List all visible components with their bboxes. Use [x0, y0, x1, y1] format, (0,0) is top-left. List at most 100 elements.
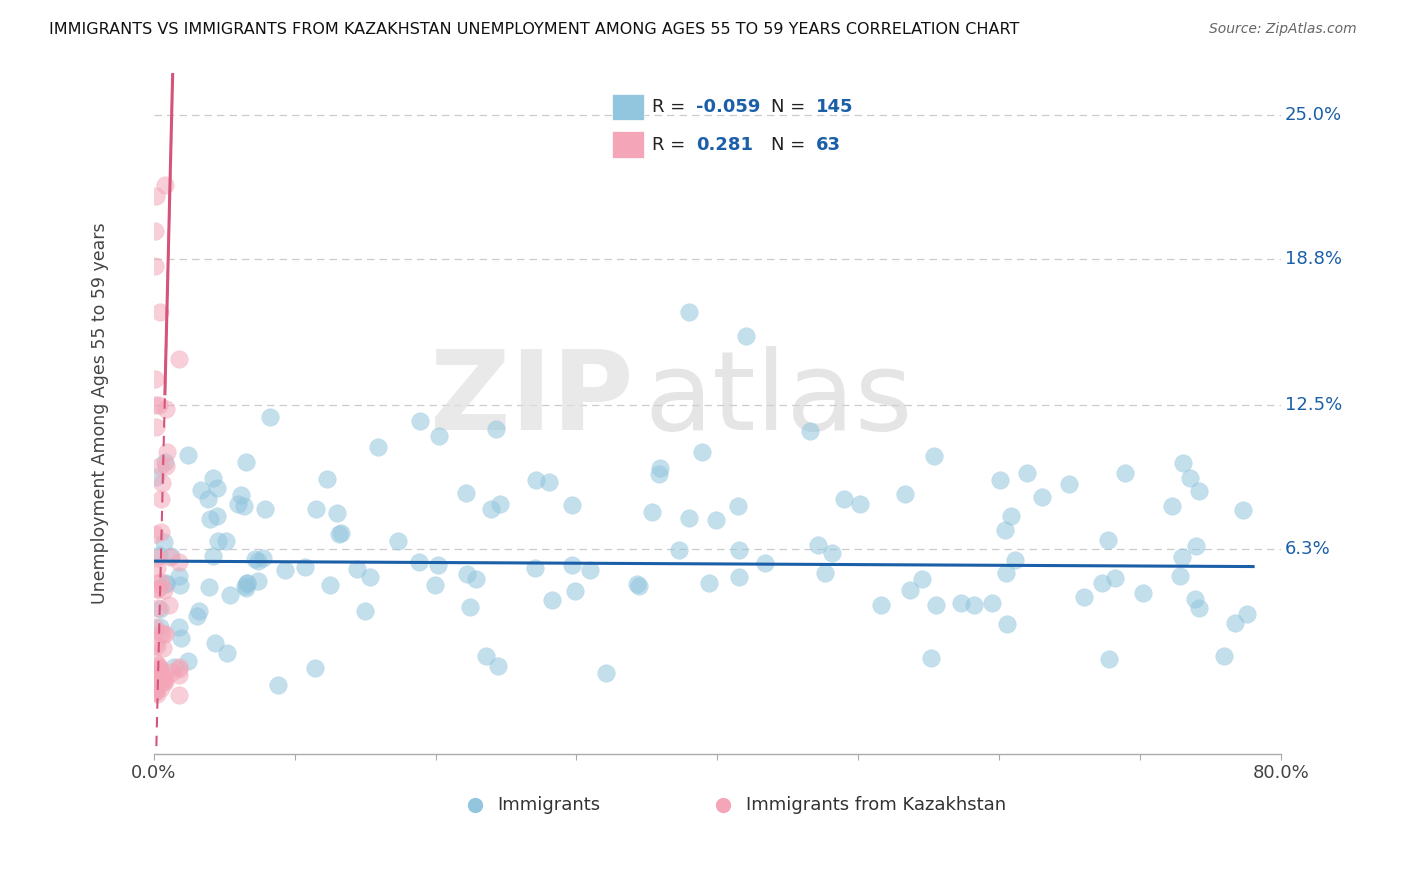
- Text: Unemployment Among Ages 55 to 59 years: Unemployment Among Ages 55 to 59 years: [90, 223, 108, 604]
- Text: ZIP: ZIP: [429, 346, 633, 453]
- Point: [524, 474, 547, 488]
- Point: [1188, 484, 1211, 499]
- Point: [294, 560, 316, 574]
- Point: [143, 259, 166, 273]
- Point: [153, 674, 176, 689]
- Point: [456, 567, 478, 582]
- Point: [153, 674, 176, 689]
- Text: IMMIGRANTS VS IMMIGRANTS FROM KAZAKHSTAN UNEMPLOYMENT AMONG AGES 55 TO 59 YEARS : IMMIGRANTS VS IMMIGRANTS FROM KAZAKHSTAN…: [49, 22, 1019, 37]
- Point: [186, 608, 208, 623]
- Point: [920, 651, 942, 665]
- Point: [155, 576, 177, 591]
- Point: [627, 579, 650, 593]
- Point: [145, 470, 167, 484]
- Point: [188, 604, 211, 618]
- Point: [1180, 471, 1202, 485]
- Point: [1097, 533, 1119, 547]
- Point: [202, 471, 225, 485]
- Point: [668, 543, 690, 558]
- Point: [820, 546, 842, 560]
- Point: [1184, 591, 1206, 606]
- Point: [734, 328, 756, 343]
- Point: [561, 498, 583, 512]
- Point: [143, 527, 166, 541]
- Point: [150, 524, 173, 539]
- Point: [204, 636, 226, 650]
- Point: [169, 578, 191, 592]
- Point: [353, 604, 375, 618]
- Point: [145, 639, 167, 653]
- Point: [153, 582, 176, 597]
- Point: [465, 572, 488, 586]
- Point: [226, 496, 249, 510]
- Point: [247, 574, 270, 589]
- Point: [1104, 571, 1126, 585]
- Point: [474, 648, 496, 663]
- Point: [149, 458, 172, 473]
- Point: [1168, 569, 1191, 583]
- Point: [243, 552, 266, 566]
- Point: [408, 555, 430, 569]
- Point: [456, 486, 478, 500]
- Point: [1031, 491, 1053, 505]
- Point: [254, 502, 277, 516]
- Point: [149, 668, 172, 682]
- Point: [156, 445, 179, 459]
- Point: [1185, 539, 1208, 553]
- Point: [1098, 652, 1121, 666]
- Point: [994, 566, 1017, 580]
- Point: [595, 665, 617, 680]
- Point: [1171, 549, 1194, 564]
- Point: [146, 601, 169, 615]
- Point: [728, 543, 751, 558]
- Point: [163, 660, 186, 674]
- Point: [167, 662, 190, 676]
- Point: [143, 619, 166, 633]
- Point: [799, 424, 821, 438]
- Point: [247, 554, 270, 568]
- Point: [486, 658, 509, 673]
- Point: [146, 582, 169, 597]
- Point: [198, 580, 221, 594]
- Point: [727, 499, 749, 513]
- Point: [304, 502, 326, 516]
- Point: [229, 488, 252, 502]
- Point: [481, 501, 503, 516]
- Point: [894, 487, 917, 501]
- Point: [143, 655, 166, 669]
- Point: [648, 467, 671, 481]
- Point: [460, 600, 482, 615]
- Point: [157, 598, 180, 612]
- Point: [235, 581, 257, 595]
- Text: Immigrants: Immigrants: [498, 797, 600, 814]
- Point: [626, 576, 648, 591]
- Point: [1213, 649, 1236, 664]
- Point: [1171, 456, 1194, 470]
- Point: [146, 687, 169, 701]
- Point: [145, 681, 167, 696]
- Point: [704, 513, 727, 527]
- Point: [267, 678, 290, 692]
- Point: [160, 549, 183, 563]
- Point: [149, 602, 172, 616]
- Point: [146, 561, 169, 575]
- Point: [1015, 466, 1038, 480]
- Point: [925, 599, 948, 613]
- Point: [1004, 552, 1026, 566]
- Point: [145, 681, 167, 695]
- Point: [148, 660, 170, 674]
- Point: [274, 563, 297, 577]
- Point: [205, 509, 228, 524]
- Point: [318, 578, 340, 592]
- Point: [215, 533, 238, 548]
- Point: [146, 551, 169, 566]
- Point: [922, 449, 945, 463]
- Point: [149, 620, 172, 634]
- Point: [304, 661, 326, 675]
- Point: [1188, 601, 1211, 615]
- Point: [648, 461, 671, 475]
- Point: [564, 583, 586, 598]
- Point: [177, 655, 200, 669]
- Point: [167, 620, 190, 634]
- Point: [150, 475, 173, 490]
